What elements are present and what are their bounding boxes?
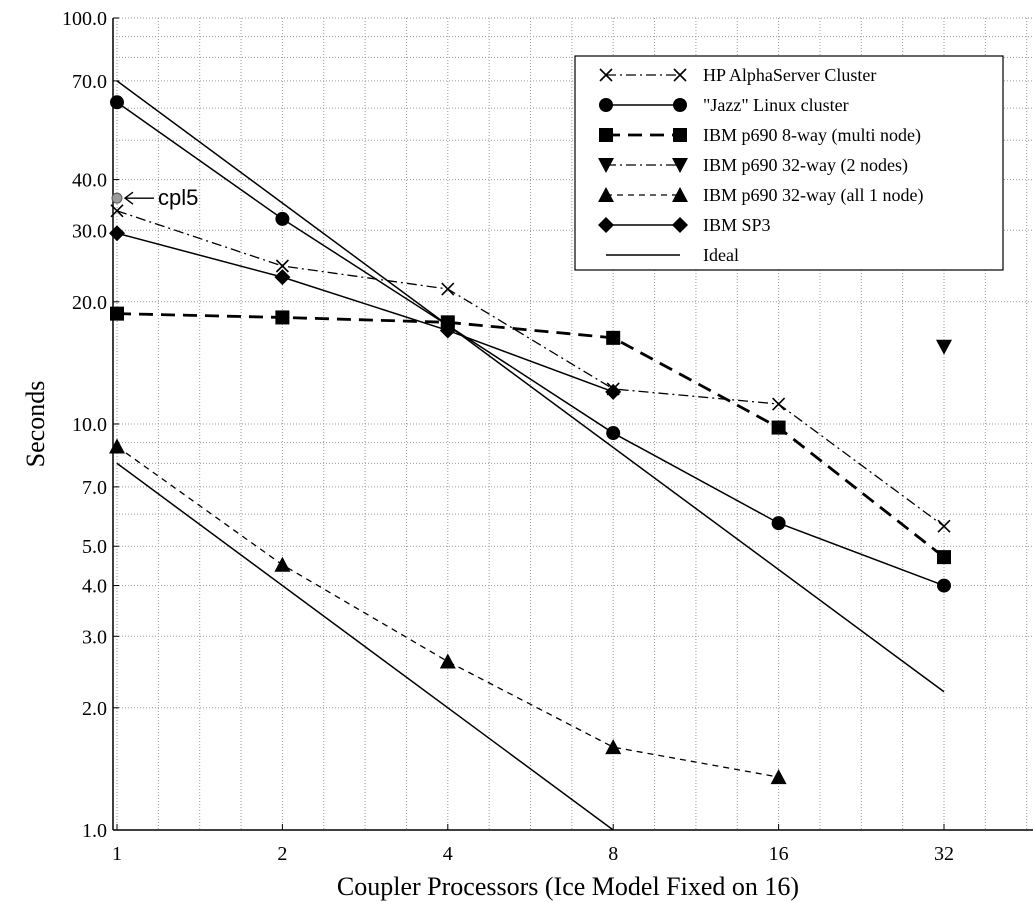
legend-label: IBM p690 8-way (multi node) — [703, 125, 921, 146]
point-diamond — [274, 269, 291, 286]
legend-label: IBM p690 32-way (all 1 node) — [703, 185, 923, 206]
point-square — [937, 550, 951, 565]
series-line — [116, 462, 614, 831]
point-triangle-up — [598, 187, 614, 202]
legend-entry: IBM p690 8-way (multi node) — [599, 125, 921, 146]
point-x — [599, 68, 613, 82]
y-tick-label: 20.0 — [72, 292, 107, 314]
series-line — [116, 210, 945, 527]
series-line — [116, 312, 945, 559]
series-ibm-p690-8-way-multi-node — [110, 306, 951, 565]
point-square — [599, 128, 613, 142]
legend-label: Ideal — [703, 245, 739, 265]
point-diamond — [672, 217, 688, 233]
legend-entry: Ideal — [606, 245, 739, 265]
series-ibm-p690-32-way-all-1-node — [109, 438, 787, 785]
point-square — [110, 306, 124, 321]
annotation-arrowhead — [123, 191, 134, 205]
point-x — [275, 259, 289, 273]
legend-label: IBM p690 32-way (2 nodes) — [703, 155, 908, 176]
point-square — [771, 420, 786, 435]
y-tick-label: 1.0 — [82, 820, 107, 842]
point-triangle-up — [109, 438, 125, 454]
point-square — [275, 310, 290, 325]
y-axis-label: Seconds — [21, 381, 50, 468]
x-tick-label: 32 — [934, 843, 954, 865]
y-tick-label: 5.0 — [82, 536, 107, 558]
point-circle — [110, 95, 124, 110]
point-circle — [673, 98, 687, 112]
point-x — [937, 519, 951, 533]
point-circle — [771, 516, 786, 531]
point-square — [440, 315, 455, 330]
x-tick-label: 16 — [769, 843, 789, 865]
point-square — [673, 128, 687, 142]
point-x — [441, 282, 455, 296]
legend-entry: IBM p690 32-way (all 1 node) — [598, 185, 923, 206]
point-triangle-up — [605, 739, 622, 755]
legend-label: "Jazz" Linux cluster — [703, 95, 849, 115]
point-triangle-up — [672, 187, 688, 202]
y-tick-label: 2.0 — [82, 698, 107, 720]
point-square — [606, 330, 621, 345]
point-diamond — [598, 217, 614, 233]
annotation-label: cpl5 — [158, 185, 198, 210]
y-tick-label: 70.0 — [72, 71, 107, 93]
legend-label: IBM SP3 — [703, 215, 771, 235]
annotation-cpl5: cpl5 — [111, 185, 198, 210]
series-ibm-sp3 — [109, 225, 622, 400]
point-diamond — [439, 322, 456, 339]
y-tick-label: 4.0 — [82, 576, 107, 598]
y-tick-label: 10.0 — [72, 414, 107, 436]
x-tick-label: 2 — [277, 843, 287, 865]
legend-entry: HP AlphaServer Cluster — [599, 65, 876, 85]
y-tick-label: 3.0 — [82, 626, 107, 648]
point-diamond — [109, 225, 125, 242]
point-x — [772, 397, 786, 411]
series-jazz-linux-cluster — [110, 95, 951, 593]
point-x — [673, 68, 687, 82]
annotations: cpl5 — [111, 185, 198, 210]
legend: HP AlphaServer Cluster "Jazz" Linux clust… — [574, 55, 1004, 271]
y-tick-label: 40.0 — [72, 170, 107, 192]
legend-entry: "Jazz" Linux cluster — [599, 95, 849, 115]
legend-entry: IBM SP3 — [598, 215, 771, 235]
series-line — [116, 232, 614, 393]
y-tick-label: 7.0 — [82, 477, 107, 499]
annotation-marker — [111, 192, 123, 204]
data-series — [109, 80, 952, 831]
legend-entry: IBM p690 32-way (2 nodes) — [598, 155, 908, 176]
point-x — [110, 204, 124, 218]
point-triangle-down — [598, 158, 614, 173]
series-line — [116, 80, 945, 693]
series-hp-alphaserver-cluster — [110, 204, 951, 533]
series-ideal — [116, 80, 945, 831]
y-tick-label: 30.0 — [72, 220, 107, 242]
x-tick-label: 1 — [112, 843, 122, 865]
x-axis-label: Coupler Processors (Ice Model Fixed on 1… — [337, 872, 799, 901]
series-ibm-p690-32-way-2-nodes — [936, 339, 952, 355]
x-tick-label: 8 — [608, 843, 618, 865]
point-triangle-up — [274, 556, 291, 572]
legend-box — [574, 55, 1004, 271]
x-tick-label: 4 — [443, 843, 453, 865]
point-circle — [275, 211, 290, 226]
point-triangle-down — [936, 339, 952, 355]
point-circle — [937, 578, 951, 593]
point-triangle-down — [672, 158, 688, 173]
series-line — [116, 101, 945, 587]
point-circle — [599, 98, 613, 112]
point-triangle-up — [439, 653, 456, 669]
y-tick-label: 100.0 — [62, 8, 107, 30]
series-line — [116, 446, 779, 778]
point-diamond — [605, 383, 622, 400]
point-triangle-up — [770, 769, 787, 785]
axes: 1.0 2.0 3.0 4.0 5.0 7.0 10.0 20.0 30.0 40.0 70.0 10… — [62, 8, 1033, 865]
point-circle — [606, 426, 621, 441]
legend-label: HP AlphaServer Cluster — [703, 65, 876, 85]
